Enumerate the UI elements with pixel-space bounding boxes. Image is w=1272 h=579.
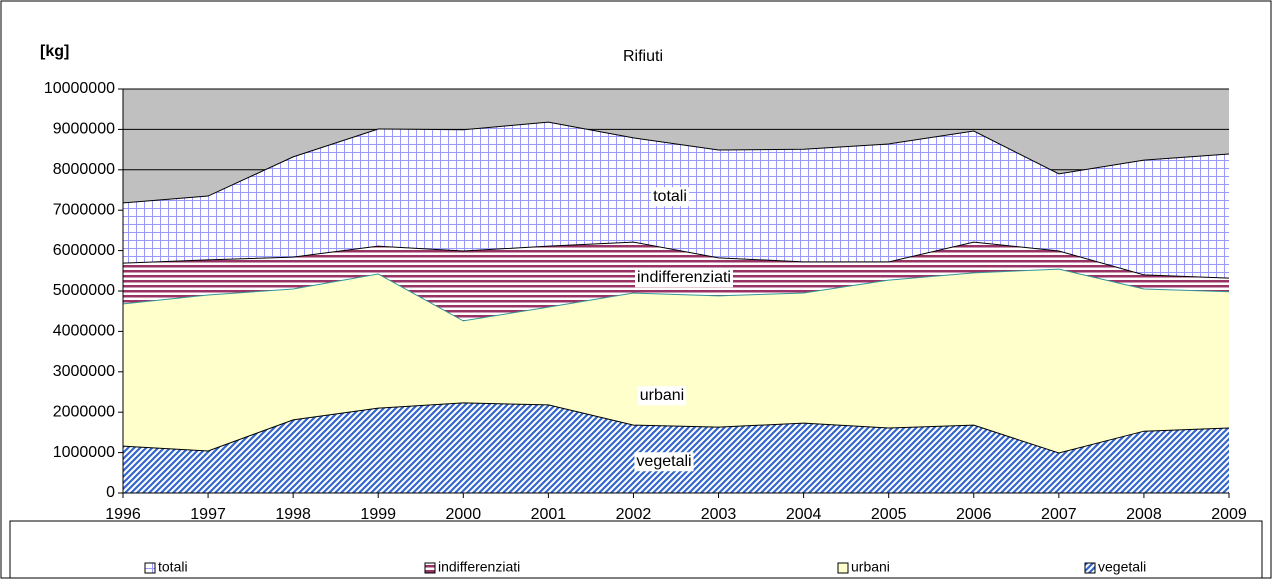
x-tick-label: 2007 (1041, 506, 1077, 523)
y-tick-label: 9000000 (53, 121, 115, 138)
y-tick-label: 0 (106, 484, 115, 501)
x-tick-label: 2002 (616, 506, 652, 523)
y-axis-label: [kg] (40, 43, 69, 60)
area-line (122, 121, 1230, 204)
legend-box (9, 520, 1263, 579)
y-tick-label: 1000000 (53, 444, 115, 461)
area-line (122, 402, 1230, 454)
legend-label: indifferenziati (438, 559, 520, 575)
annotation-bg (637, 386, 687, 406)
annotation-bg (651, 187, 689, 207)
y-tick-label: 7000000 (53, 201, 115, 218)
x-tick-label: 2008 (1126, 506, 1162, 523)
y-tick-label: 4000000 (53, 323, 115, 340)
x-tick-label: 2006 (956, 506, 992, 523)
x-tick-label: 2009 (1211, 506, 1247, 523)
y-tick-label: 8000000 (53, 161, 115, 178)
y-tick-label: 10000000 (44, 80, 115, 97)
x-tick-label: 2001 (531, 506, 567, 523)
y-tick-label: 2000000 (53, 403, 115, 420)
y-tick-label: 6000000 (53, 242, 115, 259)
x-tick-label: 2003 (701, 506, 737, 523)
area (123, 402, 1229, 493)
area-line (122, 268, 1230, 322)
series-annotation: urbani (640, 387, 684, 404)
x-tick-label: 2000 (446, 506, 482, 523)
annotation-bg (635, 268, 733, 288)
legend-swatch (424, 562, 436, 574)
x-tick-label: 2005 (871, 506, 907, 523)
legend-swatch (837, 562, 849, 574)
x-tick-label: 1998 (275, 506, 311, 523)
annotation-bg (634, 452, 694, 472)
area-line (122, 241, 1230, 279)
series-annotation: vegetali (636, 453, 691, 470)
legend-swatch (144, 562, 156, 574)
y-tick-label: 3000000 (53, 363, 115, 380)
x-tick-label: 1999 (360, 506, 396, 523)
chart-title: Rifiuti (623, 48, 663, 65)
legend-label: urbani (851, 559, 890, 575)
x-tick-label: 1997 (190, 506, 226, 523)
legend-label: vegetali (1098, 559, 1146, 575)
series-annotation: totali (653, 188, 687, 205)
legend-label: totali (158, 559, 188, 575)
x-tick-label: 1996 (105, 506, 141, 523)
y-tick-label: 5000000 (53, 282, 115, 299)
x-tick-label: 2004 (786, 506, 822, 523)
legend-swatch (1084, 562, 1096, 574)
series-annotation: indifferenziati (637, 269, 731, 286)
